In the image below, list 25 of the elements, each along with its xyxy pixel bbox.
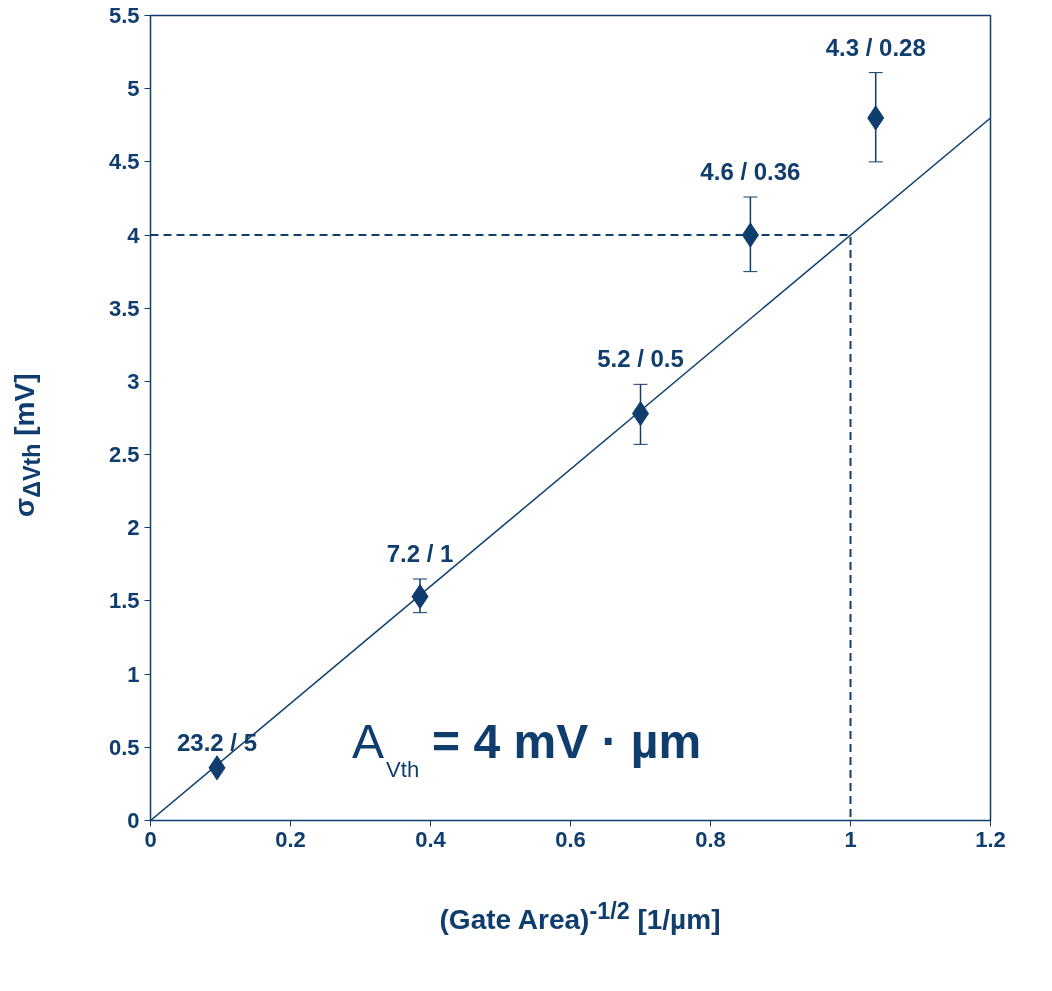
y-tick-label: 5.5 xyxy=(108,3,140,28)
x-tick-label: 0.6 xyxy=(555,826,586,852)
x-tick-label: 0 xyxy=(144,826,157,852)
annotation: 7.2 / 1 xyxy=(386,540,454,567)
y-tick-label: 3 xyxy=(127,368,140,394)
y-tick-label: 0 xyxy=(127,808,140,833)
x-tick-label: 1.2 xyxy=(975,826,1006,852)
y-tick-label: 2 xyxy=(127,515,140,541)
y-tick-label: 0.5 xyxy=(108,734,140,760)
annotation: 4.3 / 0.28 xyxy=(825,33,926,61)
y-tick-label: 5 xyxy=(127,76,140,102)
y-tick-label: 2.5 xyxy=(108,442,140,468)
x-axis-title: (Gate Area)$^{-1/2}$ [1/µm] xyxy=(439,897,721,938)
x-tick-label: 0.2 xyxy=(275,826,306,852)
y-tick-label: 1.5 xyxy=(108,588,140,614)
annotation: 5.2 / 0.5 xyxy=(597,345,684,373)
y-tick-label: 4 xyxy=(127,222,141,248)
annotation: 23.2 / 5 xyxy=(176,728,258,756)
x-tick-label: 0.4 xyxy=(415,826,447,852)
annotation: 4.6 / 0.36 xyxy=(700,157,801,185)
y-tick-label: 4.5 xyxy=(108,149,140,175)
x-tick-label: 1 xyxy=(844,826,857,852)
x-tick-label: 0.8 xyxy=(695,826,726,852)
y-tick-label: 1 xyxy=(127,661,140,687)
y-tick-label: 3.5 xyxy=(108,295,140,321)
